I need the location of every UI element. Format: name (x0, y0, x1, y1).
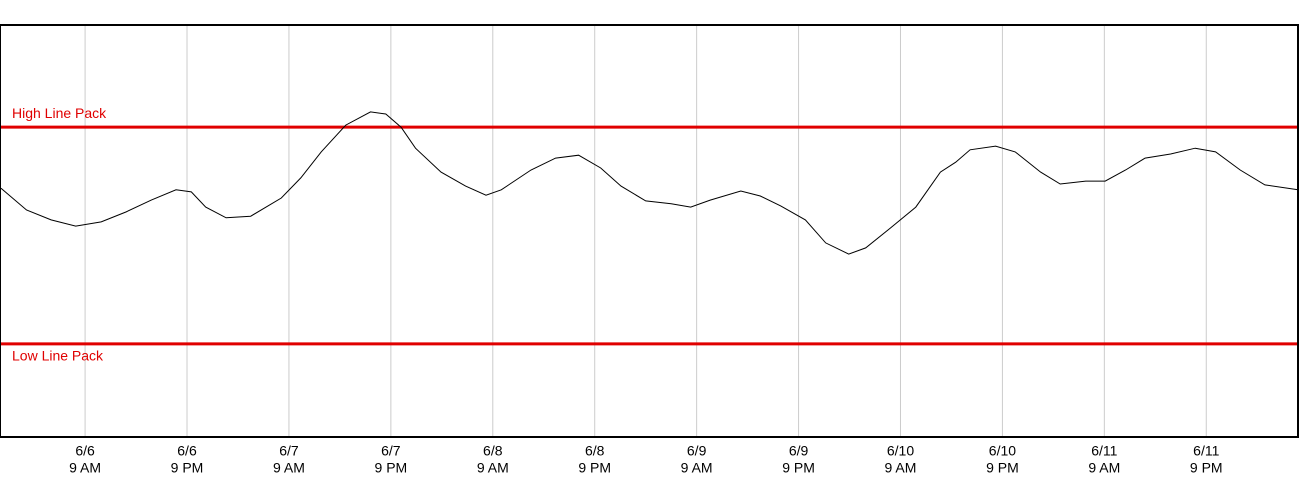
x-tick-time: 9 AM (477, 460, 509, 476)
x-tick-date: 6/11 (1091, 443, 1117, 459)
x-tick-date: 6/10 (887, 443, 914, 459)
x-tick-date: 6/9 (687, 443, 707, 459)
x-tick-date: 6/8 (585, 443, 605, 459)
x-tick-time: 9 PM (782, 460, 815, 476)
x-tick-time: 9 AM (885, 460, 917, 476)
x-tick-time: 9 AM (681, 460, 713, 476)
x-tick-date: 6/7 (381, 443, 401, 459)
reference-label: Low Line Pack (12, 348, 104, 364)
x-tick-date: 6/8 (483, 443, 503, 459)
plot-frame (0, 24, 1299, 438)
x-tick-date: 6/9 (789, 443, 809, 459)
x-tick-time: 9 AM (273, 460, 305, 476)
reference-label: High Line Pack (12, 105, 107, 121)
x-tick-date: 6/6 (75, 443, 95, 459)
x-tick-time: 9 AM (69, 460, 101, 476)
x-tick-time: 9 PM (578, 460, 611, 476)
x-tick-time: 9 PM (375, 460, 408, 476)
x-tick-time: 9 AM (1088, 460, 1120, 476)
x-tick-date: 6/6 (177, 443, 197, 459)
x-tick-time: 9 PM (171, 460, 204, 476)
x-tick-date: 6/10 (989, 443, 1016, 459)
x-tick-time: 9 PM (986, 460, 1019, 476)
x-tick-date: 6/7 (279, 443, 299, 459)
series-line (0, 111, 1299, 255)
x-tick-date: 6/11 (1193, 443, 1219, 459)
x-tick-time: 9 PM (1190, 460, 1223, 476)
